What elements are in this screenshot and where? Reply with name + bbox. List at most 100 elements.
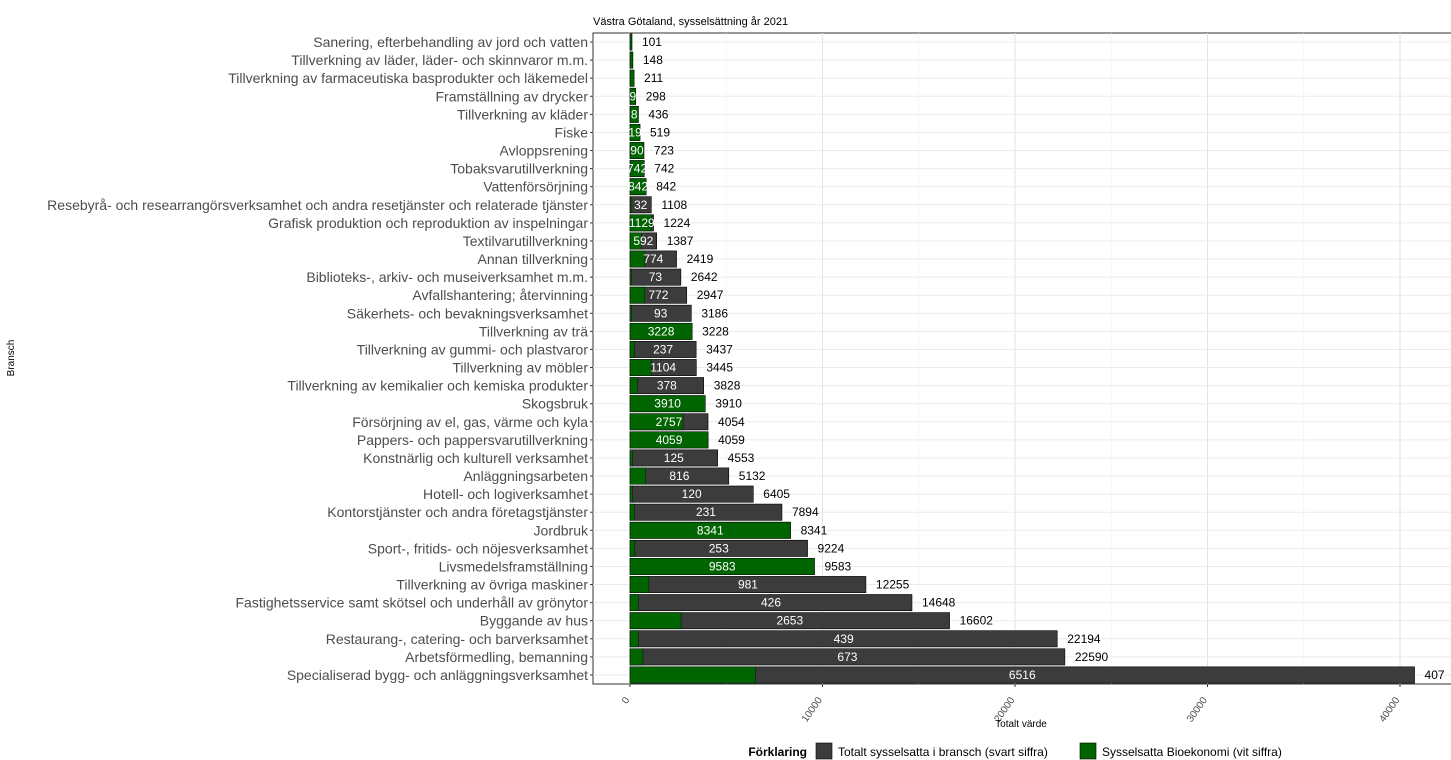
bio-value-label: 816: [669, 469, 689, 483]
total-value-label: 742: [654, 162, 674, 176]
bio-value-label: 73: [649, 270, 663, 284]
category-label: Tillverkning av trä: [479, 323, 588, 339]
category-label: Specialiserad bygg- och anläggningsverks…: [287, 667, 588, 683]
bio-bar: [629, 106, 639, 123]
bio-value-label: 981: [738, 578, 758, 592]
bio-bar: [629, 576, 650, 593]
bio-bar: [629, 323, 693, 340]
bio-bar: [629, 359, 652, 376]
category-label: Livsmedelsframställning: [439, 558, 588, 574]
total-value-label: 407: [1425, 668, 1445, 682]
bio-value-label: 32: [634, 198, 648, 212]
total-value-label: 3186: [701, 306, 728, 320]
category-label: Framställning av drycker: [436, 88, 589, 104]
total-value-label: 22590: [1075, 650, 1109, 664]
total-value-label: 9224: [818, 541, 845, 555]
total-value-label: 211: [644, 71, 663, 85]
category-label: Tillverkning av kläder: [457, 106, 588, 122]
category-label: Vattenförsörjning: [483, 179, 588, 195]
total-value-label: 1108: [661, 198, 687, 212]
bio-value-label: 378: [657, 379, 677, 393]
category-label: Avfallshantering; återvinning: [412, 287, 588, 303]
bio-bar: [629, 558, 815, 575]
bio-value-label: 426: [761, 596, 781, 610]
category-label: Pappers- och pappersvarutillverkning: [357, 432, 588, 448]
bio-value-label: 3910: [654, 397, 681, 411]
bio-bar: [629, 268, 632, 286]
bio-value-label: 231: [696, 505, 716, 519]
total-value-label: 12255: [876, 578, 910, 592]
total-value-label: 8341: [801, 523, 828, 537]
bio-bar: [629, 413, 684, 431]
total-value-label: 3445: [706, 361, 733, 375]
bio-bar: [629, 467, 646, 485]
bio-bar: [629, 666, 756, 684]
bio-value-label: 3228: [648, 324, 675, 338]
bio-bar: [629, 377, 638, 394]
bio-bar: [629, 33, 633, 51]
category-label: Säkerhets- och bevakningsverksamhet: [347, 305, 588, 321]
bio-bar: [629, 304, 632, 322]
bio-bar: [629, 142, 645, 159]
bio-value-label: 253: [709, 541, 729, 555]
bio-bar: [629, 286, 646, 304]
total-value-label: 1224: [664, 216, 691, 230]
bio-value-label: 673: [837, 650, 857, 664]
total-value-label: 6405: [763, 487, 790, 501]
bio-bar: [629, 341, 635, 358]
legend-label-bio: Sysselsatta Bioekonomi (vit siffra): [1102, 745, 1282, 759]
category-label: Skogsbruk: [522, 396, 589, 412]
bio-bar: [629, 485, 633, 503]
x-tick-label: 0: [620, 695, 632, 706]
bio-value-label: 2757: [656, 415, 683, 429]
bio-value-label: 9583: [709, 559, 736, 573]
bio-value-label: 19: [628, 125, 642, 139]
bio-bar: [629, 612, 682, 630]
bio-bar: [629, 395, 706, 413]
category-label: Grafisk produktion och reproduktion av i…: [268, 215, 588, 231]
category-label: Konstnärlig och kulturell verksamhet: [363, 450, 588, 466]
bio-value-label: 9: [630, 89, 637, 103]
total-value-label: 519: [650, 125, 670, 139]
category-label: Hotell- och logiverksamhet: [423, 486, 588, 502]
total-value-label: 7894: [792, 505, 819, 519]
total-value-label: 14648: [922, 596, 956, 610]
bars: 101 148 211 9 298 8 436 19 519 90 723 742 742 842 842 3…: [627, 33, 1445, 684]
total-value-label: 2642: [691, 270, 718, 284]
bio-bar: [629, 178, 647, 196]
bio-bar: [629, 87, 636, 105]
bio-value-label: 2653: [776, 614, 803, 628]
category-label: Annan tillverkning: [477, 251, 588, 267]
category-label: Försörjning av el, gas, värme och kyla: [352, 414, 588, 430]
bio-bar: [629, 232, 642, 250]
category-label: Tillverkning av möbler: [452, 360, 588, 376]
total-value-label: 298: [646, 89, 666, 103]
category-label: Kontorstjänster och andra företagstjänst…: [327, 504, 588, 520]
bio-value-label: 120: [682, 487, 702, 501]
total-value-label: 4553: [728, 451, 755, 465]
category-label: Avloppsrening: [500, 143, 588, 159]
bio-bar: [629, 521, 791, 539]
total-value-label: 4059: [718, 433, 745, 447]
total-value-label: 842: [656, 180, 676, 194]
bio-bar: [629, 630, 639, 648]
total-value-label: 3437: [706, 342, 733, 356]
category-label: Textilvarutillverkning: [463, 233, 588, 249]
category-label: Fastighetsservice samt skötsel och under…: [236, 595, 589, 611]
category-label: Resebyrå- och researrangörsverksamhet oc…: [47, 197, 588, 213]
bio-bar: [629, 594, 639, 611]
bio-bar: [629, 449, 633, 467]
category-label: Biblioteks-, arkiv- och museiverksamhet …: [306, 269, 588, 285]
total-value-label: 723: [654, 144, 674, 158]
total-value-label: 2947: [697, 288, 724, 302]
total-value-label: 101: [642, 35, 662, 49]
bio-bar: [629, 648, 644, 666]
bio-value-label: 774: [643, 252, 663, 266]
category-label: Tillverkning av gummi- och plastvaror: [357, 341, 589, 357]
bio-bar: [629, 160, 645, 177]
bio-value-label: 772: [648, 288, 668, 302]
bio-bar: [629, 214, 652, 232]
category-label: Byggande av hus: [480, 613, 588, 629]
bio-value-label: 8341: [697, 523, 724, 537]
